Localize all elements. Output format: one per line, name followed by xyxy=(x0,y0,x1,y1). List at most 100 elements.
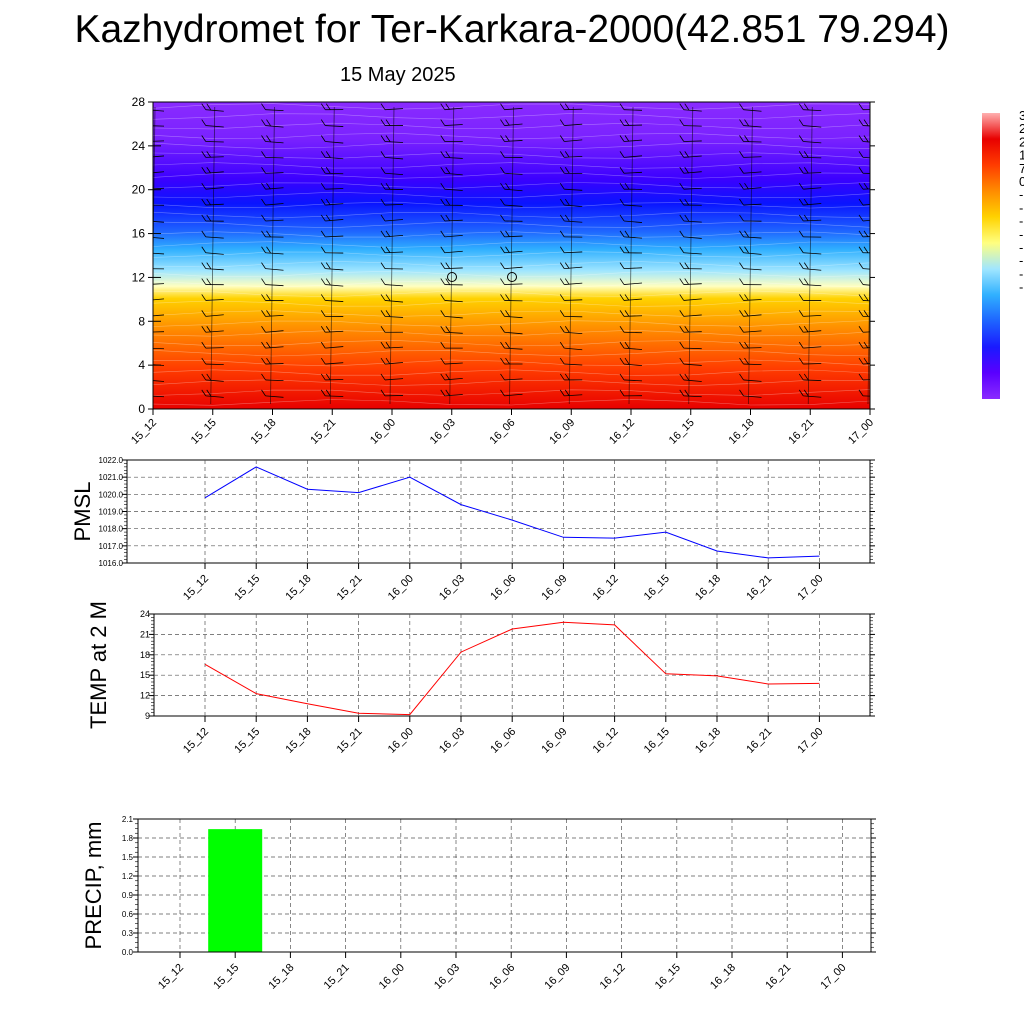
wind-barb-staff xyxy=(623,204,643,207)
wind-barb-flag xyxy=(206,262,212,269)
wind-barb-staff xyxy=(623,155,643,158)
wind-barb-staff xyxy=(862,204,870,206)
wind-barb-flag xyxy=(679,373,685,381)
y-tick-label: 0.6 xyxy=(122,910,134,919)
wind-barb-flag xyxy=(744,294,749,301)
y-tick-label: 1019.0 xyxy=(99,508,124,517)
wind-barb-flag xyxy=(320,310,326,317)
wind-barb-staff xyxy=(623,267,643,270)
wind-barb-flag xyxy=(201,214,207,222)
wind-barb-flag xyxy=(380,214,386,222)
wind-barb-flag xyxy=(798,182,804,190)
y-tick-label: 9 xyxy=(145,711,150,721)
x-tick-label: 16_06 xyxy=(488,417,518,447)
wind-barb-flag xyxy=(559,198,565,206)
wind-barb-flag xyxy=(440,357,446,365)
wind-barb-flag xyxy=(261,294,266,301)
wind-barb-staff xyxy=(153,221,165,223)
wind-barb-staff xyxy=(683,314,702,317)
y-tick-label: 0.9 xyxy=(122,891,134,900)
wind-barb-flag xyxy=(798,119,804,126)
wind-barb-flag xyxy=(564,389,570,397)
colorbar-label: - xyxy=(1019,253,1023,268)
wind-barb-flag xyxy=(201,262,207,269)
wind-barb-flag xyxy=(201,294,207,301)
wind-barb-flag xyxy=(142,263,146,269)
x-tick-label: 16_00 xyxy=(368,417,398,447)
wind-barb-staff xyxy=(862,363,870,365)
wind-barb-flag xyxy=(559,135,565,142)
wind-barb-flag xyxy=(619,198,625,206)
wind-barb-staff xyxy=(504,347,523,350)
x-tick-label: 15_18 xyxy=(283,573,313,603)
wind-barb-flag xyxy=(559,103,565,110)
wind-barb-staff xyxy=(683,187,702,190)
wind-barb-staff xyxy=(803,363,822,365)
wind-barb-staff xyxy=(564,363,583,366)
wind-barb-flag xyxy=(147,135,151,141)
wind-barb-flag xyxy=(320,182,326,190)
wind-barb-staff xyxy=(743,236,762,239)
wind-barb-staff xyxy=(743,141,762,143)
contour-line xyxy=(153,191,870,199)
wind-barb-flag xyxy=(147,120,151,126)
wind-barb-staff xyxy=(623,236,643,239)
wind-barb-staff xyxy=(683,347,702,350)
wind-barb-staff xyxy=(504,283,523,285)
wind-barb-staff xyxy=(743,347,762,349)
wind-barb-flag xyxy=(739,310,744,317)
wind-barb-staff xyxy=(623,379,643,382)
x-tick-label: 16_09 xyxy=(539,573,569,603)
wind-barb-staff xyxy=(205,395,224,398)
wind-barb-flag xyxy=(201,167,207,174)
wind-barb-staff xyxy=(325,141,344,144)
x-tick-label: 15_21 xyxy=(308,417,338,447)
contour-line xyxy=(153,359,870,367)
wind-barb-flag xyxy=(739,294,744,301)
wind-barb-flag xyxy=(798,103,804,110)
wind-barb-flag xyxy=(679,310,685,317)
wind-barb-flag xyxy=(380,389,386,397)
wind-barb-flag xyxy=(380,119,386,126)
wind-barb-flag xyxy=(380,326,386,333)
wind-barb-flag xyxy=(798,310,804,317)
wind-barb-flag xyxy=(500,151,505,158)
x-tick-label: 15_12 xyxy=(181,726,211,756)
wind-barb-flag xyxy=(206,151,212,158)
wind-barb-flag xyxy=(679,103,685,110)
wind-barb-flag xyxy=(201,310,207,317)
precip-bar xyxy=(208,829,263,952)
wind-barb-flag xyxy=(266,230,271,238)
wind-barb-flag xyxy=(739,135,744,142)
wind-barb-flag xyxy=(380,151,386,158)
wind-barb-staff xyxy=(623,139,643,142)
wind-barb-staff xyxy=(504,235,523,238)
wind-barb-flag xyxy=(320,341,326,349)
wind-barb-staff xyxy=(623,282,643,285)
wind-barb-staff xyxy=(683,379,702,382)
x-tick-label: 15_12 xyxy=(181,573,211,603)
wind-barb-flag xyxy=(739,103,744,110)
wind-barb-flag xyxy=(206,373,212,381)
colorbar-label: 0 xyxy=(1019,174,1024,189)
wind-barb-staff xyxy=(683,252,702,255)
x-tick-label: 15_18 xyxy=(249,417,279,447)
wind-barb-staff xyxy=(803,141,822,144)
wind-barb-flag xyxy=(559,389,565,397)
wind-barb-flag xyxy=(142,390,146,396)
calm-wind-marker xyxy=(507,272,517,282)
wind-barb-flag xyxy=(619,341,625,349)
contour-line xyxy=(153,389,870,396)
wind-barb-flag xyxy=(739,214,744,222)
wind-barb-flag xyxy=(505,294,510,301)
wind-barb-flag xyxy=(684,198,690,206)
wind-barb-flag xyxy=(505,341,510,349)
wind-barb-flag xyxy=(500,230,505,238)
wind-barb-staff xyxy=(504,393,523,397)
wind-barb-flag xyxy=(619,310,625,317)
wind-barb-flag xyxy=(858,341,864,349)
wind-barb-flag xyxy=(440,182,446,190)
wind-barb-staff xyxy=(862,219,870,222)
wind-barb-staff xyxy=(325,300,344,302)
wind-barb-flag xyxy=(684,103,690,110)
